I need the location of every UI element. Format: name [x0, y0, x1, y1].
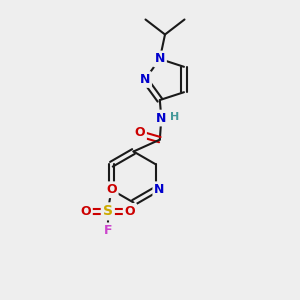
Text: N: N [140, 73, 150, 86]
Text: H: H [170, 112, 179, 122]
Text: F: F [103, 224, 112, 237]
Text: O: O [134, 126, 145, 139]
Text: N: N [154, 183, 165, 196]
Text: N: N [156, 112, 166, 124]
Text: O: O [80, 205, 91, 218]
Text: N: N [154, 52, 165, 65]
Text: S: S [103, 204, 113, 218]
Text: O: O [125, 205, 135, 218]
Text: O: O [106, 183, 117, 196]
